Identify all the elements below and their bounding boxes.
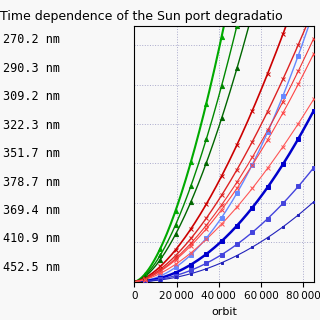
Text: 270.2 nm: 270.2 nm xyxy=(3,33,60,46)
Text: 410.9 nm: 410.9 nm xyxy=(3,232,60,245)
Text: 351.7 nm: 351.7 nm xyxy=(3,147,60,160)
Title: Time dependence of the Sun port degradatio: Time dependence of the Sun port degradat… xyxy=(0,10,283,23)
Text: 309.2 nm: 309.2 nm xyxy=(3,90,60,103)
Text: 290.3 nm: 290.3 nm xyxy=(3,62,60,75)
Text: 452.5 nm: 452.5 nm xyxy=(3,261,60,274)
X-axis label: orbit: orbit xyxy=(211,307,237,317)
Text: 378.7 nm: 378.7 nm xyxy=(3,176,60,188)
Text: 322.3 nm: 322.3 nm xyxy=(3,119,60,132)
Text: 369.4 nm: 369.4 nm xyxy=(3,204,60,217)
